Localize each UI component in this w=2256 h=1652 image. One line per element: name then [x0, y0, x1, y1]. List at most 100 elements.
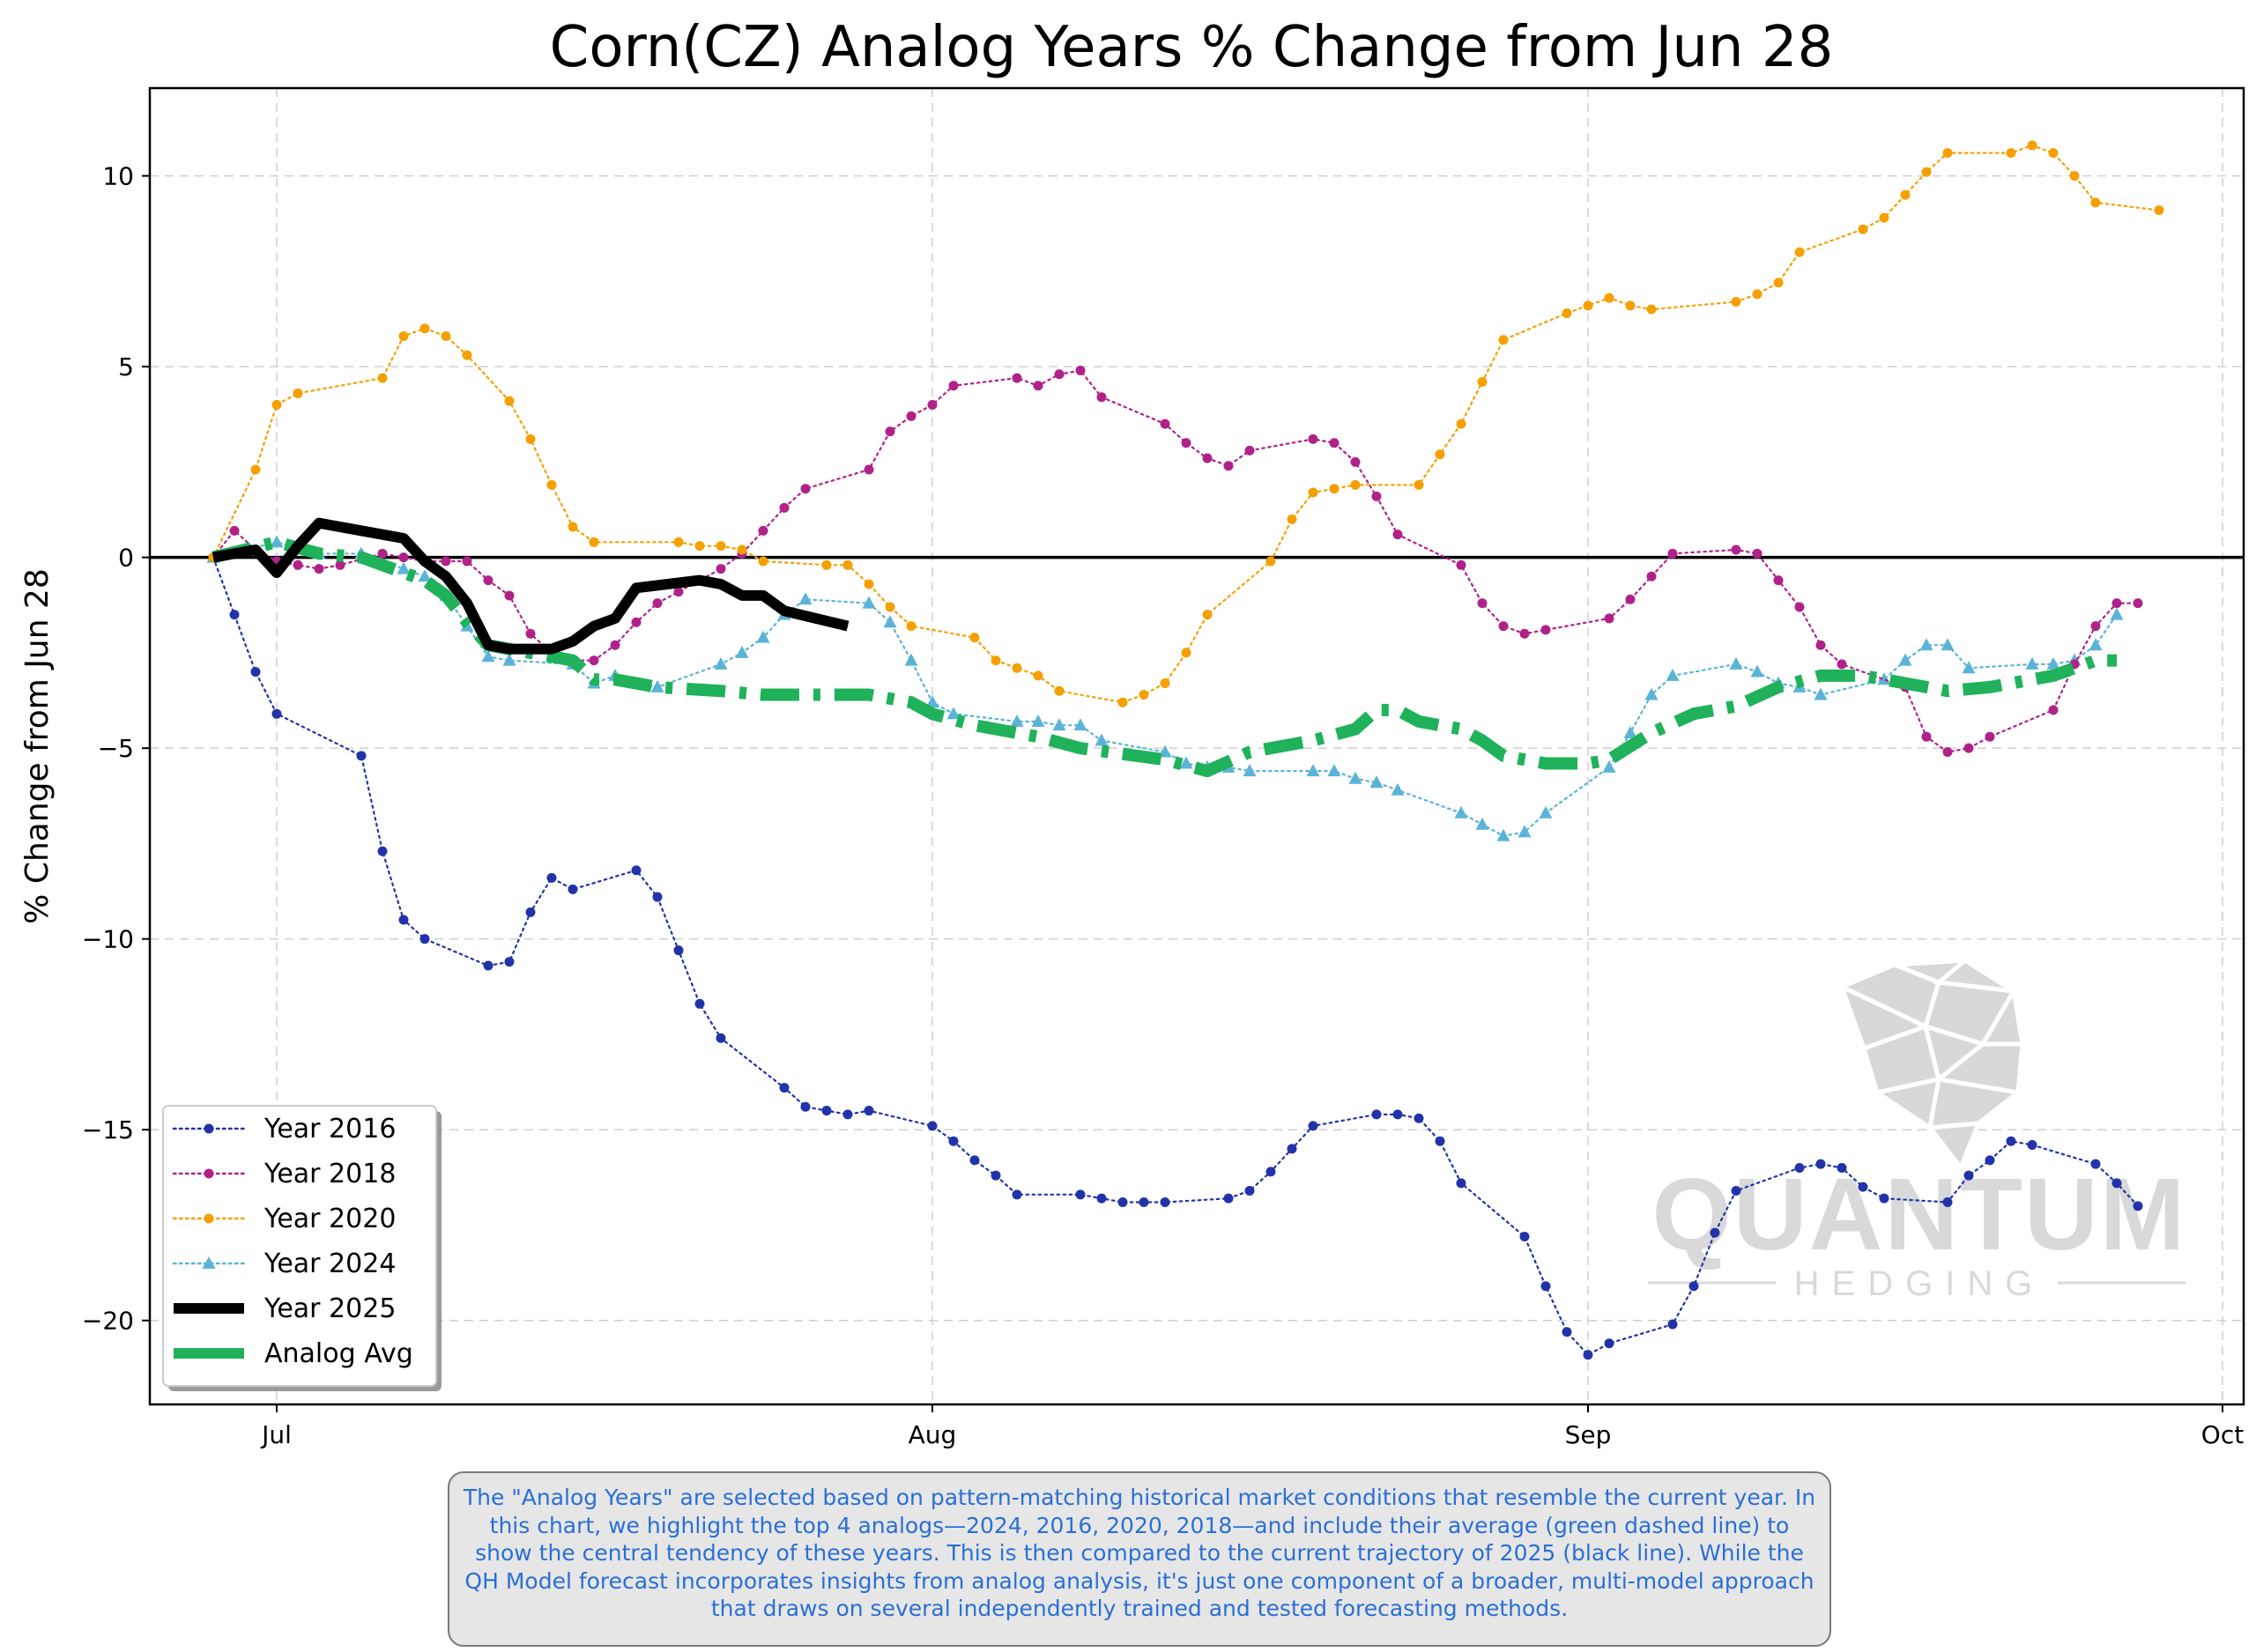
data-point-year-2020	[1456, 419, 1466, 429]
data-point-year-2018	[1329, 438, 1340, 448]
data-point-year-2020	[1773, 278, 1784, 288]
data-point-year-2018	[293, 559, 303, 570]
data-point-year-2020	[1329, 484, 1340, 494]
data-point-year-2018	[1985, 731, 1995, 742]
data-point-year-2016	[2133, 1201, 2143, 1211]
data-point-year-2016	[1160, 1196, 1170, 1207]
data-point-year-2024	[798, 592, 813, 605]
data-point-year-2018	[1604, 613, 1614, 624]
data-point-year-2024	[1919, 638, 1933, 651]
data-point-year-2018	[864, 464, 874, 475]
data-point-year-2016	[1540, 1281, 1551, 1292]
data-point-year-2016	[1667, 1319, 1678, 1330]
data-point-year-2016	[1435, 1136, 1445, 1146]
data-point-year-2024	[1179, 756, 1193, 769]
data-point-year-2024	[883, 615, 897, 628]
data-point-year-2024	[1327, 764, 1341, 777]
data-point-year-2020	[1900, 189, 1911, 200]
axis-ticks: 10 5 0 −5 −10 −15 −20 Jul Aug Sep Oct	[82, 162, 2244, 1449]
data-point-year-2020	[1583, 300, 1593, 311]
data-point-year-2020	[1858, 224, 1868, 234]
data-point-year-2016	[1731, 1185, 1741, 1196]
data-point-year-2018	[2133, 598, 2143, 609]
data-point-year-2018	[1160, 419, 1170, 429]
data-point-year-2016	[1287, 1144, 1297, 1154]
data-point-year-2018	[1963, 743, 1974, 753]
data-point-year-2020	[271, 399, 282, 410]
data-point-year-2024	[1814, 687, 1828, 700]
legend-marker-year-2018	[204, 1168, 214, 1179]
data-point-year-2024	[1031, 714, 1045, 727]
data-point-year-2016	[652, 892, 663, 902]
data-point-year-2018	[504, 590, 515, 601]
data-point-year-2018	[1837, 659, 1847, 670]
data-point-year-2018	[2111, 598, 2122, 609]
data-point-year-2024	[2025, 656, 2039, 670]
data-point-year-2020	[864, 579, 874, 589]
data-point-year-2024	[1095, 733, 1109, 746]
legend-item-year-2025: Year 2025	[174, 1293, 396, 1324]
data-point-year-2016	[1963, 1170, 1974, 1181]
data-point-year-2018	[1646, 571, 1657, 582]
data-point-year-2024	[1391, 782, 1405, 796]
data-point-year-2018	[1033, 381, 1043, 391]
data-point-year-2016	[1815, 1159, 1826, 1169]
data-point-year-2020	[589, 537, 599, 547]
data-point-year-2024	[1898, 653, 1912, 666]
data-point-year-2020	[1794, 247, 1805, 257]
data-point-year-2020	[737, 544, 747, 555]
x-tick-label: Jul	[260, 1420, 292, 1449]
data-point-year-2020	[1625, 300, 1636, 311]
data-point-year-2018	[673, 587, 684, 597]
data-point-year-2020	[1287, 514, 1297, 524]
data-point-year-2016	[1456, 1178, 1466, 1189]
data-point-year-2016	[1371, 1109, 1382, 1120]
data-point-year-2020	[694, 541, 705, 552]
analog-years-explanation-note: The "Analog Years" are selected based on…	[448, 1471, 1831, 1647]
data-point-year-2024	[1962, 661, 1976, 674]
data-point-year-2024	[904, 653, 918, 666]
data-point-year-2018	[610, 640, 620, 650]
data-point-year-2016	[1308, 1121, 1318, 1131]
data-point-year-2024	[502, 653, 516, 666]
data-point-year-2020	[1921, 167, 1932, 177]
data-point-year-2018	[1625, 594, 1636, 604]
quantum-hedging-watermark: QUANTUM HEDGING	[1648, 957, 2186, 1303]
legend-marker-year-2020	[204, 1213, 214, 1224]
series-layer	[206, 140, 2164, 1360]
data-point-year-2018	[525, 628, 536, 639]
data-point-year-2018	[1667, 548, 1678, 559]
data-point-year-2024	[1496, 828, 1510, 841]
data-point-year-2024	[2110, 607, 2124, 620]
data-point-year-2018	[1096, 392, 1107, 403]
data-point-year-2020	[1350, 479, 1361, 490]
data-point-year-2020	[1202, 610, 1213, 620]
data-point-year-2024	[1644, 687, 1659, 700]
data-point-year-2020	[250, 464, 261, 475]
data-point-year-2016	[1012, 1189, 1022, 1200]
data-point-year-2018	[1815, 640, 1826, 650]
data-point-year-2024	[1454, 805, 1468, 819]
data-point-year-2016	[1688, 1281, 1699, 1292]
data-point-year-2018	[1752, 548, 1762, 559]
data-point-year-2016	[948, 1136, 959, 1146]
data-point-year-2020	[842, 559, 853, 570]
legend-box	[162, 1105, 437, 1387]
data-point-year-2016	[398, 915, 409, 925]
data-point-year-2020	[1033, 670, 1043, 681]
data-point-year-2018	[377, 548, 388, 559]
data-point-year-2016	[1942, 1196, 1953, 1207]
data-point-year-2020	[1181, 648, 1191, 658]
data-point-year-2020	[1414, 479, 1424, 490]
watermark-subtext: HEDGING	[1794, 1264, 2045, 1303]
data-point-year-2020	[525, 433, 536, 444]
data-point-year-2018	[589, 656, 599, 666]
data-point-year-2016	[1858, 1182, 1868, 1192]
series-line-year-2018	[212, 369, 2140, 753]
data-point-year-2020	[2048, 148, 2059, 159]
legend-label-analog-avg: Analog Avg	[264, 1338, 413, 1369]
plot-area-frame	[148, 86, 2245, 1406]
data-point-year-2024	[481, 649, 495, 663]
data-point-year-2018	[885, 426, 895, 437]
data-point-year-2016	[1710, 1227, 1720, 1238]
